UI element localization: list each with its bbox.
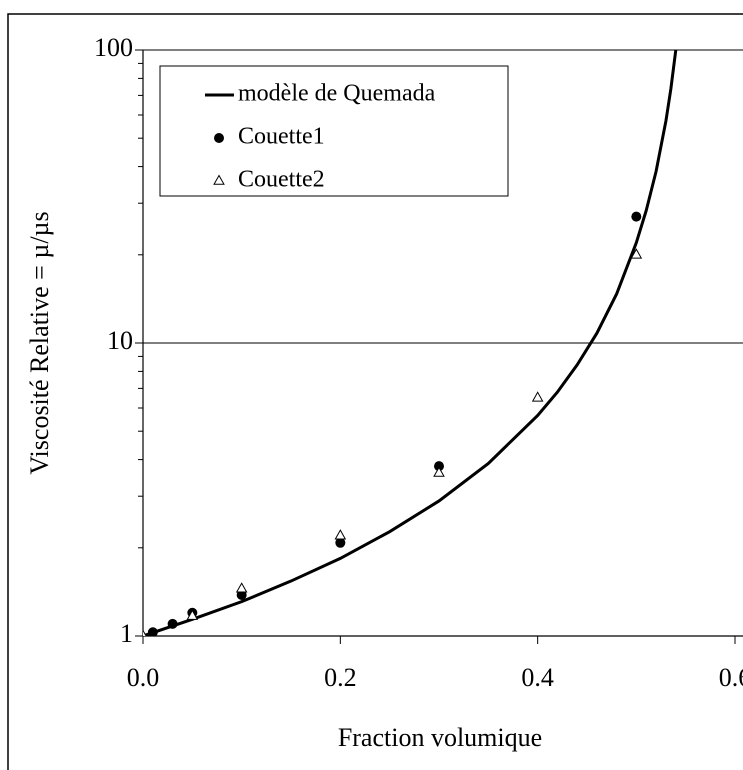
point xyxy=(235,582,248,593)
point xyxy=(186,609,199,620)
legend-label: Couette2 xyxy=(238,167,325,193)
y-tick-label: 1 xyxy=(120,619,133,648)
x-tick-label: 0.2 xyxy=(324,663,357,692)
legend-marker xyxy=(214,133,224,143)
point xyxy=(631,211,642,222)
point xyxy=(434,461,444,472)
plot-area xyxy=(143,50,678,636)
point xyxy=(531,391,544,402)
legend-label: Couette1 xyxy=(238,124,325,150)
x-tick-label: 0.4 xyxy=(521,663,554,692)
point xyxy=(433,466,445,477)
point xyxy=(143,629,147,636)
legend-label: modèle de Quemada xyxy=(238,81,436,107)
point xyxy=(630,248,643,259)
y-tick-label: 10 xyxy=(107,326,133,355)
y-tick-label: 100 xyxy=(94,33,133,62)
x-tick-label: 0.6 xyxy=(719,663,743,692)
point xyxy=(335,537,346,548)
legend-marker xyxy=(213,174,225,185)
x-tick-label: 0.0 xyxy=(127,663,160,692)
point xyxy=(334,529,347,540)
curve xyxy=(143,50,678,636)
chart-border xyxy=(7,13,743,770)
point xyxy=(147,627,158,636)
point xyxy=(167,618,178,629)
legend-box xyxy=(159,65,509,197)
x-axis-label: Fraction volumique xyxy=(338,723,542,752)
y-axis-label: Viscosité Relative = µ/µs xyxy=(25,211,54,474)
